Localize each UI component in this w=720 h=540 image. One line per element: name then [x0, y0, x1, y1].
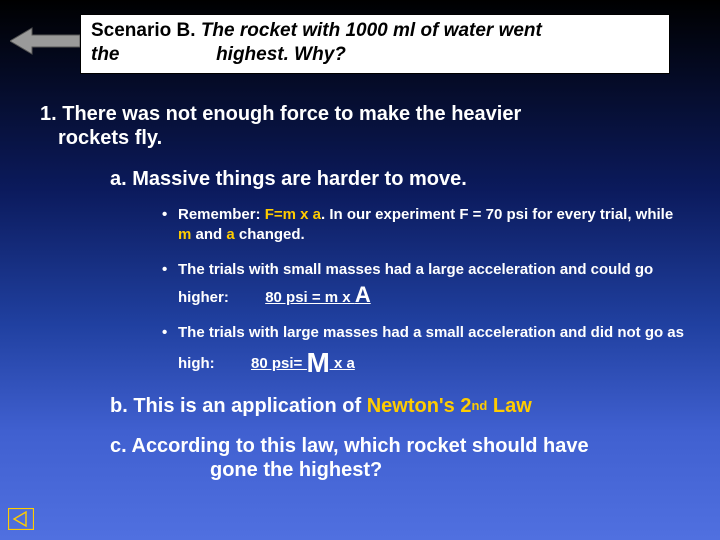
bullet3-eq-pre: 80 psi= [251, 355, 306, 372]
bullet3-eq-big: M [306, 347, 329, 378]
bullet-1: Remember: F=m x a. In our experiment F =… [162, 205, 690, 246]
bullet1-m: m [178, 226, 191, 243]
bullet3-eq: 80 psi= M x a [251, 355, 355, 372]
sub-c-line2: gone the highest? [110, 458, 690, 482]
sub-b-yellow2: Law [487, 395, 531, 417]
bullet2-eq-pre: 80 psi = m x [265, 289, 355, 306]
sub-point-b: b. This is an application of Newton's 2n… [40, 395, 690, 418]
bullet2-line: The trials with small masses had a large… [178, 261, 653, 306]
sub-b-pre: b. This is an application of [110, 395, 367, 417]
bullet-list: Remember: F=m x a. In our experiment F =… [40, 205, 690, 381]
title-box: Scenario B. The rocket with 1000 ml of w… [80, 14, 670, 74]
point1-text-a: There was not enough force to make the h… [62, 103, 521, 125]
title-line2-rest: highest. Why? [216, 44, 346, 65]
bullet1-post1: . In our experiment F = 70 psi for every… [321, 206, 673, 223]
bullet2-eq: 80 psi = m x A [265, 289, 371, 306]
bullet2-eq-big: A [355, 282, 371, 307]
back-arrow-graphic [10, 26, 80, 56]
bullet1-pre: Remember: [178, 206, 265, 223]
sub-b-yellow1: Newton's 2 [367, 395, 472, 417]
bullet1-formula: F=m x a [265, 206, 321, 223]
sub-c-line1: c. According to this law, which rocket s… [110, 435, 589, 457]
bullet-3: The trials with large masses had a small… [162, 323, 690, 381]
bullet1-a: a [226, 226, 234, 243]
bullet1-and: and [191, 226, 226, 243]
point-1: 1. There was not enough force to make th… [40, 102, 690, 150]
sub-point-a: a. Massive things are harder to move. [40, 168, 690, 191]
scenario-label: Scenario B. [91, 20, 196, 41]
title-line1-rest: The rocket with 1000 ml of water went [201, 20, 542, 41]
bullet-2: The trials with small masses had a large… [162, 260, 690, 310]
prev-slide-icon[interactable] [8, 508, 34, 530]
bullet1-post2: changed. [235, 226, 305, 243]
point1-text-b: rockets fly. [40, 126, 690, 150]
sub-b-nd: nd [471, 398, 487, 413]
point1-prefix: 1. [40, 103, 62, 125]
title-line2-pre: the [91, 44, 120, 65]
bullet3-eq-post: x a [330, 355, 355, 372]
sub-point-c: c. According to this law, which rocket s… [40, 434, 690, 482]
content-area: 1. There was not enough force to make th… [40, 102, 690, 482]
